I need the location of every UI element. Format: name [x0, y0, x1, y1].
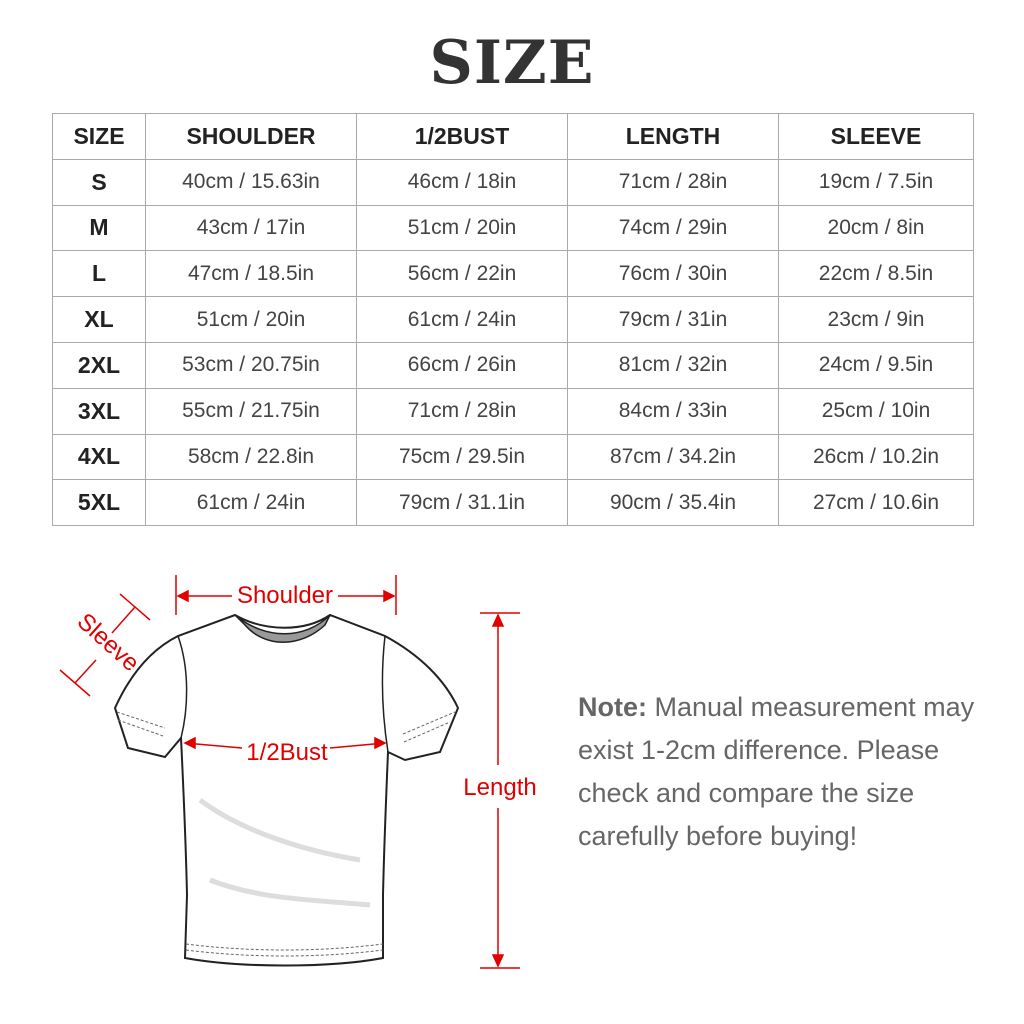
- size-cell: 5XL: [52, 479, 146, 527]
- measure-lines: [59, 575, 520, 969]
- measurement-cell: 22cm / 8.5in: [778, 250, 974, 298]
- measurement-cell: 75cm / 29.5in: [356, 433, 568, 481]
- size-cell: L: [52, 250, 146, 298]
- measurement-cell: 61cm / 24in: [145, 479, 357, 527]
- measurement-cell: 90cm / 35.4in: [567, 479, 779, 527]
- measurement-cell: 74cm / 29in: [567, 204, 779, 252]
- note-label: Note:: [578, 692, 647, 722]
- measurement-cell: 47cm / 18.5in: [145, 250, 357, 298]
- measurement-cell: 40cm / 15.63in: [145, 158, 357, 206]
- note-text: Manual measurement may exist 1-2cm diffe…: [578, 692, 975, 851]
- table-header-row: SIZE SHOULDER 1/2BUST LENGTH SLEEVE: [52, 113, 974, 160]
- measurement-cell: 20cm / 8in: [778, 204, 974, 252]
- table-row: 3XL 55cm / 21.75in 71cm / 28in 84cm / 33in 2…: [52, 387, 974, 435]
- table-row: L 47cm / 18.5in 56cm / 22in 76cm / 30in 22cm…: [52, 250, 974, 298]
- measurement-cell: 51cm / 20in: [356, 204, 568, 252]
- table-row: M 43cm / 17in 51cm / 20in 74cm / 29in 20cm /…: [52, 204, 974, 252]
- table-row: 4XL 58cm / 22.8in 75cm / 29.5in 87cm / 34.2…: [52, 433, 974, 481]
- measurement-cell: 66cm / 26in: [356, 341, 568, 389]
- measurement-cell: 71cm / 28in: [567, 158, 779, 206]
- measurement-cell: 79cm / 31in: [567, 296, 779, 343]
- table-row: 5XL 61cm / 24in 79cm / 31.1in 90cm / 35.4in…: [52, 479, 974, 527]
- size-cell: S: [52, 158, 146, 206]
- table-row: 2XL 53cm / 20.75in 66cm / 26in 81cm / 32in 2…: [52, 341, 974, 389]
- length-label: Length: [463, 774, 536, 801]
- size-cell: 4XL: [52, 433, 146, 481]
- measurement-cell: 76cm / 30in: [567, 250, 779, 298]
- measurement-cell: 25cm / 10in: [778, 387, 974, 435]
- size-cell: 3XL: [52, 387, 146, 435]
- measurement-cell: 55cm / 21.75in: [145, 387, 357, 435]
- measurement-cell: 87cm / 34.2in: [567, 433, 779, 481]
- header-size: SIZE: [52, 113, 146, 160]
- measurement-cell: 71cm / 28in: [356, 387, 568, 435]
- measurement-cell: 84cm / 33in: [567, 387, 779, 435]
- measurement-cell: 81cm / 32in: [567, 341, 779, 389]
- table-row: S 40cm / 15.63in 46cm / 18in 71cm / 28in 19c…: [52, 158, 974, 206]
- measurement-cell: 19cm / 7.5in: [778, 158, 974, 206]
- measurement-cell: 58cm / 22.8in: [145, 433, 357, 481]
- measurement-cell: 43cm / 17in: [145, 204, 357, 252]
- measurement-cell: 56cm / 22in: [356, 250, 568, 298]
- size-table: SIZE SHOULDER 1/2BUST LENGTH SLEEVE S 40c…: [52, 113, 974, 527]
- measurement-cell: 53cm / 20.75in: [145, 341, 357, 389]
- bust-label: 1/2Bust: [246, 739, 328, 766]
- measurement-cell: 51cm / 20in: [145, 296, 357, 343]
- shoulder-label: Shoulder: [237, 582, 333, 609]
- measurement-cell: 24cm / 9.5in: [778, 341, 974, 389]
- sleeve-label: Sleeve: [72, 608, 145, 677]
- measurement-cell: 26cm / 10.2in: [778, 433, 974, 481]
- header-sleeve: SLEEVE: [778, 113, 974, 160]
- tshirt-icon: [113, 613, 460, 967]
- note: Note: Manual measurement may exist 1-2cm…: [578, 686, 998, 858]
- header-length: LENGTH: [567, 113, 779, 160]
- measurement-cell: 46cm / 18in: [356, 158, 568, 206]
- header-bust: 1/2BUST: [356, 113, 568, 160]
- measurement-cell: 79cm / 31.1in: [356, 479, 568, 527]
- measurement-cell: 27cm / 10.6in: [778, 479, 974, 527]
- table-row: XL 51cm / 20in 61cm / 24in 79cm / 31in 23cm …: [52, 296, 974, 343]
- page-title: SIZE: [429, 28, 595, 98]
- size-cell: XL: [52, 296, 146, 343]
- measurement-cell: 23cm / 9in: [778, 296, 974, 343]
